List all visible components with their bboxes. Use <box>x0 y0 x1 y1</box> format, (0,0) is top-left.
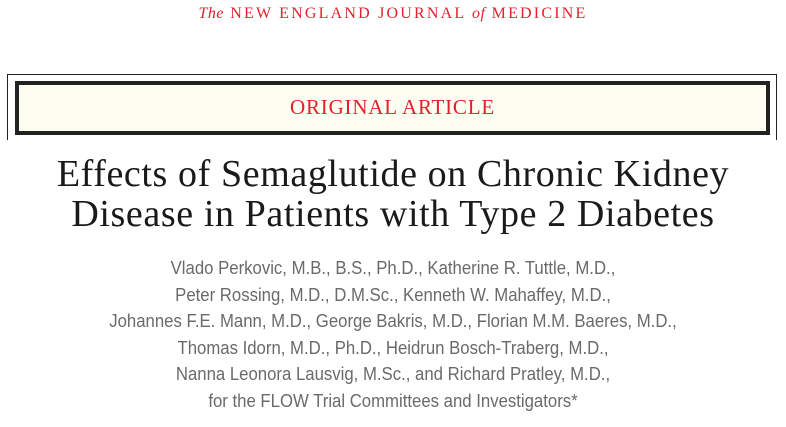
author-line: Johannes F.E. Mann, M.D., George Bakris,… <box>109 311 677 332</box>
header-frame <box>7 74 777 140</box>
title-line-1: Effects of Semaglutide on Chronic Kidney <box>56 153 730 195</box>
section-label-box: ORIGINAL ARTICLE <box>15 81 770 135</box>
author-line: Nanna Leonora Lausvig, M.Sc., and Richar… <box>175 364 611 385</box>
author-line: Thomas Idorn, M.D., Ph.D., Heidrun Bosch… <box>177 337 609 358</box>
masthead-part1: NEW ENGLAND JOURNAL <box>230 5 466 22</box>
author-line: Peter Rossing, M.D., D.M.Sc., Kenneth W.… <box>175 284 611 305</box>
author-list: Vlado Perkovic, M.B., B.S., Ph.D., Kathe… <box>0 255 786 415</box>
title-line-2: Disease in Patients with Type 2 Diabetes <box>71 193 715 235</box>
masthead-the: The <box>198 5 225 22</box>
section-label: ORIGINAL ARTICLE <box>290 95 495 119</box>
author-line: Vlado Perkovic, M.B., B.S., Ph.D., Kathe… <box>170 258 616 278</box>
masthead-of: of <box>472 5 486 22</box>
masthead-part2: MEDICINE <box>491 5 588 22</box>
journal-masthead: The NEW ENGLAND JOURNAL of MEDICINE <box>0 5 786 23</box>
article-title: Effects of Semaglutide on Chronic Kidney… <box>0 154 786 234</box>
author-line: for the FLOW Trial Committees and Invest… <box>208 390 578 411</box>
